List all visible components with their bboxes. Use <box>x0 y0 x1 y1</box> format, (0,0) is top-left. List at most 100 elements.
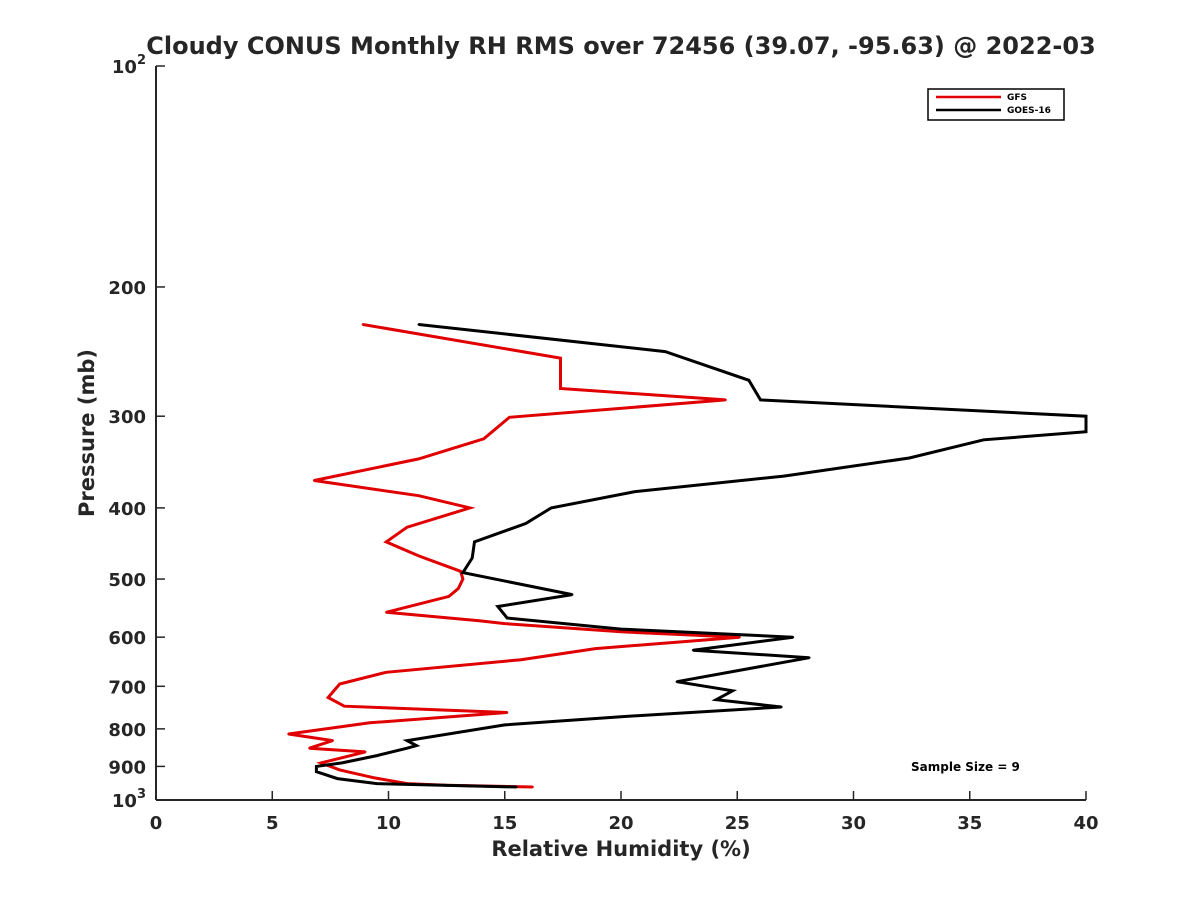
data-point-gfs-7 <box>312 479 316 482</box>
data-point-gfs-21 <box>738 636 741 639</box>
x-tick-label-6: 30 <box>841 813 866 834</box>
data-point-gfs-25 <box>338 682 341 686</box>
y-tick-label-base-8: 900 <box>108 757 146 778</box>
y-tick-label-base-3: 400 <box>108 499 146 520</box>
data-point-gfs-24 <box>385 671 388 674</box>
sample-size-annotation: Sample Size = 9 <box>911 760 1020 774</box>
y-tick-label-exp-9: 3 <box>137 787 146 802</box>
data-point-gfs-30 <box>287 732 290 736</box>
y-axis-label: Pressure (mb) <box>75 349 99 517</box>
data-point-gfs-6 <box>417 457 420 461</box>
y-tick-label-0: 102 <box>112 53 146 78</box>
data-point-gfs-19 <box>503 622 506 625</box>
y-tick-label-8: 900 <box>108 757 146 778</box>
y-tick-label-base-2: 300 <box>108 407 146 428</box>
data-point-gfs-34 <box>319 761 323 765</box>
data-point-gfs-2 <box>559 387 562 390</box>
x-tick-label-8: 40 <box>1073 813 1098 834</box>
y-tick-label-5: 600 <box>108 628 146 649</box>
x-tick-label-0: 0 <box>150 813 163 834</box>
x-ticks: 0 5 10 15 20 25 30 35 40 <box>150 791 1099 834</box>
y-tick-label-4: 500 <box>108 570 146 591</box>
data-point-goes-16-2 <box>747 379 751 382</box>
data-point-goes-16-8 <box>782 474 785 478</box>
data-point-goes-16-18 <box>619 627 623 631</box>
data-point-gfs-3 <box>724 398 727 402</box>
data-point-goes-16-11 <box>524 522 527 525</box>
data-point-gfs-22 <box>594 647 597 650</box>
data-point-gfs-18 <box>478 619 481 622</box>
data-point-gfs-32 <box>308 747 311 750</box>
data-point-gfs-35 <box>338 768 341 772</box>
data-point-goes-16-20 <box>691 649 695 652</box>
y-tick-label-base-9: 10 <box>112 791 137 812</box>
series-layer <box>287 323 1088 789</box>
y-tick-label-base-6: 700 <box>108 677 146 698</box>
data-point-gfs-20 <box>619 630 623 633</box>
y-tick-label-9: 103 <box>112 787 146 812</box>
data-point-gfs-33 <box>364 750 367 754</box>
data-point-gfs-39 <box>531 785 534 789</box>
data-point-goes-16-26 <box>619 715 623 718</box>
data-point-gfs-31 <box>331 739 334 742</box>
data-point-goes-16-4 <box>1084 415 1088 418</box>
data-point-gfs-29 <box>368 721 372 724</box>
data-point-gfs-26 <box>326 696 330 699</box>
data-point-goes-16-9 <box>633 490 637 493</box>
data-point-goes-16-6 <box>982 438 985 441</box>
y-tick-label-exp-0: 2 <box>137 53 146 68</box>
data-point-goes-16-25 <box>780 705 783 709</box>
data-point-goes-16-10 <box>550 506 553 510</box>
data-point-goes-16-15 <box>571 593 574 596</box>
data-point-goes-16-34 <box>315 770 318 773</box>
data-point-goes-16-21 <box>808 656 811 659</box>
data-point-gfs-9 <box>468 506 472 510</box>
data-point-gfs-0 <box>361 323 365 326</box>
data-point-goes-16-12 <box>473 540 476 544</box>
data-point-gfs-8 <box>417 494 420 497</box>
data-point-goes-16-16 <box>496 605 499 608</box>
y-tick-label-base-0: 10 <box>112 57 137 78</box>
data-point-goes-16-37 <box>515 785 518 789</box>
data-point-gfs-27 <box>343 705 346 708</box>
data-point-goes-16-0 <box>417 323 420 326</box>
data-point-goes-16-35 <box>336 777 339 780</box>
data-point-goes-16-1 <box>664 350 667 353</box>
legend: GFS GOES-16 <box>927 88 1065 121</box>
data-point-gfs-1 <box>559 356 562 360</box>
y-tick-label-6: 700 <box>108 677 146 698</box>
x-tick-label-4: 20 <box>608 813 633 834</box>
series-line-goes-16 <box>314 323 1088 789</box>
x-tick-label-5: 25 <box>725 813 750 834</box>
data-point-gfs-5 <box>482 437 485 440</box>
data-point-gfs-10 <box>405 526 409 529</box>
data-point-gfs-28 <box>505 711 509 714</box>
y-tick-label-base-7: 800 <box>108 720 146 741</box>
data-point-goes-16-7 <box>908 456 911 460</box>
data-point-goes-16-17 <box>505 616 509 620</box>
data-point-gfs-36 <box>373 776 376 780</box>
data-point-goes-16-14 <box>461 571 465 574</box>
data-point-goes-16-36 <box>375 782 379 785</box>
data-point-gfs-12 <box>417 554 420 558</box>
x-axis-label: Relative Humidity (%) <box>491 837 750 861</box>
y-tick-label-7: 800 <box>108 720 146 741</box>
x-tick-label-1: 5 <box>266 813 279 834</box>
y-tick-label-base-1: 200 <box>108 278 146 299</box>
data-point-goes-16-29 <box>415 744 418 747</box>
y-tick-label-base-4: 500 <box>108 570 146 591</box>
y-tick-label-1: 200 <box>108 278 146 299</box>
series-line-gfs <box>288 323 740 789</box>
data-point-goes-16-30 <box>405 747 409 750</box>
y-tick-label-base-5: 600 <box>108 628 146 649</box>
legend-label-goes-16: GOES-16 <box>1007 106 1051 116</box>
data-point-gfs-14 <box>461 577 465 581</box>
data-point-gfs-17 <box>385 611 388 614</box>
data-point-goes-16-22 <box>675 680 678 683</box>
plot-area <box>155 66 1086 801</box>
data-point-goes-16-3 <box>759 398 762 402</box>
data-point-goes-16-32 <box>340 761 344 765</box>
chart-title: Cloudy CONUS Monthly RH RMS over 72456 (… <box>146 32 1096 60</box>
